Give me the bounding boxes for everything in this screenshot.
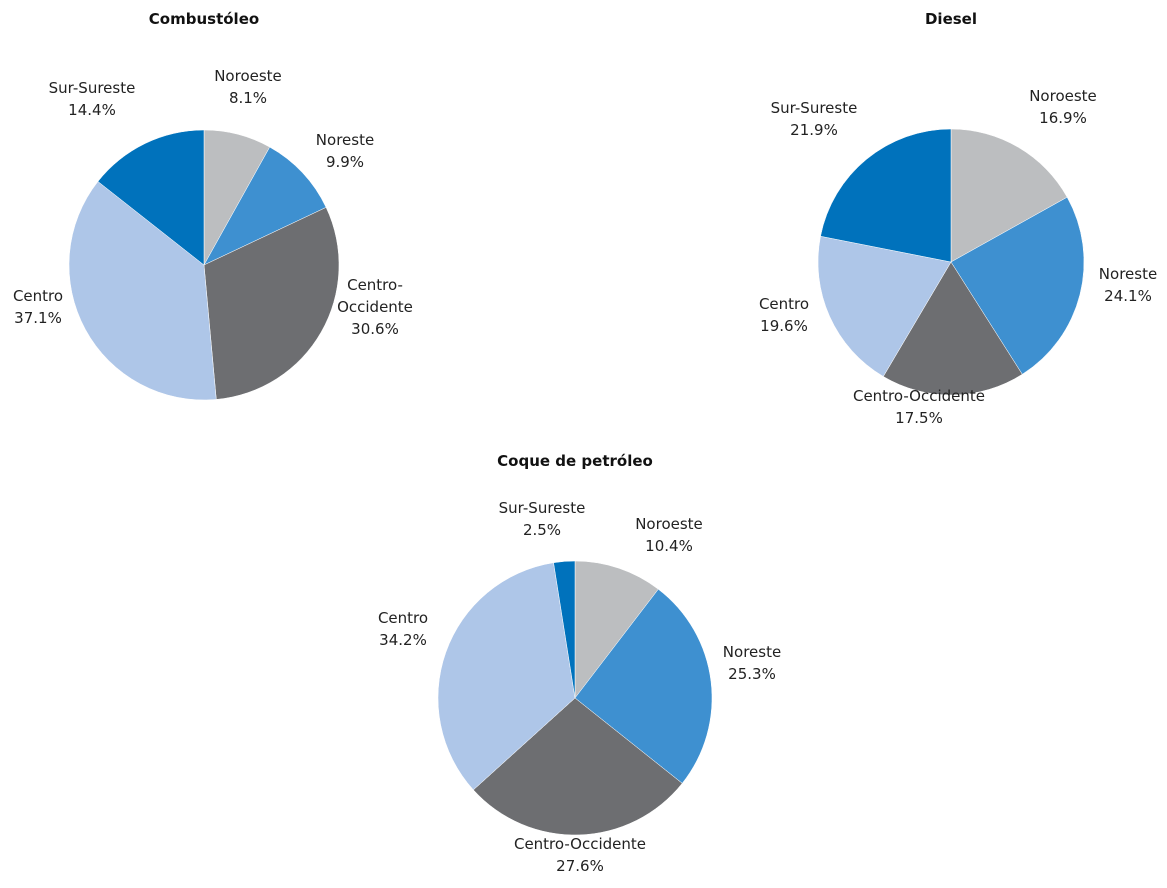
pie-slice-centro-occidente (473, 697, 683, 836)
pie-slice-centro-occidente (882, 261, 1023, 396)
chart-title: Diesel (925, 10, 977, 28)
pie-chart-combustoleo: Combustóleo Noroeste 8.1% Noreste 9.9% Centro… (13, 10, 413, 401)
pie-chart-coque-de-petroleo: Coque de petróleo Noroeste 10.4% Noreste 25.… (378, 452, 781, 875)
pie-slice-sur-sureste (553, 560, 576, 699)
slice-label-noroeste: Noroeste 16.9% (1029, 87, 1097, 127)
pie-slice-noreste (574, 588, 713, 784)
slice-label-sur-sureste: Sur-Sureste 21.9% (771, 99, 858, 139)
pie-slice-centro (437, 562, 576, 791)
slice-label-centro: Centro 37.1% (13, 287, 63, 327)
slice-label-sur-sureste: Sur-Sureste 14.4% (49, 79, 136, 119)
slice-label-noreste: Noreste 25.3% (723, 643, 781, 683)
pie-slice-centro-occidente (203, 207, 340, 400)
pie-slice-sur-sureste (820, 128, 952, 263)
pie-slice-noroeste (950, 128, 1068, 263)
slice-label-centro: Centro 19.6% (759, 295, 809, 335)
slice-label-noreste: Noreste 24.1% (1099, 265, 1157, 305)
slice-label-centro-occidente: Centro-Occidente 30.6% (337, 276, 413, 338)
slice-label-noreste: Noreste 9.9% (316, 131, 374, 171)
slice-label-noroeste: Noroeste 10.4% (635, 515, 703, 555)
pie-slice-noreste (950, 196, 1085, 375)
pie-slice-noroeste (574, 560, 659, 699)
pie-slice-sur-sureste (97, 129, 205, 266)
slice-label-sur-sureste: Sur-Sureste 2.5% (499, 499, 586, 539)
slice-label-centro: Centro 34.2% (378, 609, 428, 649)
slice-label-noroeste: Noroeste 8.1% (214, 67, 282, 107)
chart-title: Coque de petróleo (497, 452, 653, 470)
slice-label-centro-occidente: Centro-Occidente 27.6% (514, 835, 646, 875)
slice-label-centro-occidente: Centro-Occidente 17.5% (853, 387, 985, 427)
pie-chart-diesel: Diesel Noroeste 16.9% Noreste 24.1% Centro-Oc… (759, 10, 1157, 427)
pie-slice-centro (817, 235, 952, 377)
pie-slice-centro (68, 181, 217, 401)
chart-title: Combustóleo (149, 10, 259, 28)
pie-slice-noreste (203, 146, 327, 266)
